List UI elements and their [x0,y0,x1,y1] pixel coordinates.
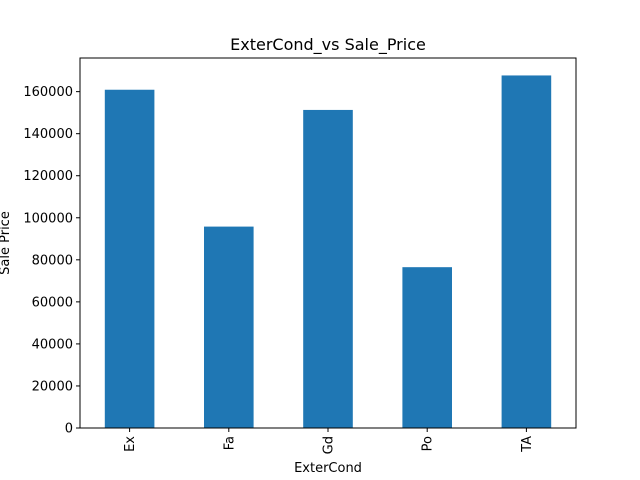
bar-po [402,267,452,428]
y-axis-label: Sale Price [0,211,13,275]
y-tick-label: 100000 [23,211,73,226]
bar-ta [501,75,552,428]
y-tick-label: 20000 [32,379,73,394]
x-tick-label: Ex [123,436,138,452]
chart-title: ExterCond_vs Sale_Price [230,35,426,55]
x-axis: Ex Fa Gd Po TA [123,428,535,454]
y-tick-label: 60000 [32,295,73,310]
x-tick-label: Gd [322,436,337,454]
bar-gd [303,109,353,429]
y-axis: 0 20000 40000 60000 80000 100000 120000 140000 1… [23,85,80,437]
y-tick-label: 120000 [23,169,73,184]
x-tick-label: Po [421,436,436,451]
bars-layer [104,75,552,429]
y-tick-label: 80000 [32,253,73,268]
y-tick-label: 40000 [32,337,73,352]
bar-ex [104,89,155,429]
y-tick-label: 160000 [23,85,73,100]
x-tick-label: TA [520,436,535,453]
y-tick-label: 140000 [23,127,73,142]
bar-fa [204,226,254,428]
y-tick-label: 0 [65,422,73,437]
x-tick-label: Fa [222,436,237,450]
x-axis-label: ExterCond [294,461,362,476]
